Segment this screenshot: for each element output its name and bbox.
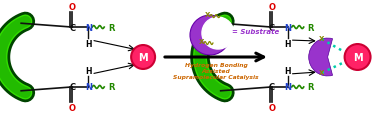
Text: X: X [319, 36, 324, 42]
Text: O: O [268, 3, 275, 12]
Circle shape [345, 45, 370, 70]
Text: C: C [269, 23, 275, 32]
Text: O: O [69, 104, 76, 112]
Text: X: X [319, 69, 324, 75]
Circle shape [202, 18, 234, 50]
Text: X: X [199, 39, 204, 45]
Text: Hydrogen Bonding
Assisted
Supramolecular Catalysis: Hydrogen Bonding Assisted Supramolecular… [173, 62, 259, 79]
Wedge shape [190, 16, 230, 56]
Text: H: H [285, 66, 291, 75]
Text: C: C [69, 83, 75, 92]
Text: R: R [108, 83, 115, 92]
Text: R: R [308, 83, 314, 92]
Text: X: X [205, 12, 210, 18]
Text: R: R [108, 23, 115, 32]
Text: C: C [269, 83, 275, 92]
Text: O: O [268, 104, 275, 112]
Circle shape [131, 46, 155, 69]
Text: H: H [85, 40, 91, 49]
Text: N: N [85, 23, 92, 32]
Wedge shape [309, 39, 333, 76]
Text: N: N [284, 83, 291, 92]
Text: R: R [308, 23, 314, 32]
Text: M: M [138, 53, 148, 62]
Text: C: C [69, 23, 75, 32]
Text: O: O [69, 3, 76, 12]
Text: N: N [85, 83, 92, 92]
Text: = Substrate: = Substrate [232, 29, 279, 35]
Text: H: H [285, 40, 291, 49]
Text: H: H [85, 66, 91, 75]
Text: N: N [284, 23, 291, 32]
Text: M: M [353, 53, 363, 62]
